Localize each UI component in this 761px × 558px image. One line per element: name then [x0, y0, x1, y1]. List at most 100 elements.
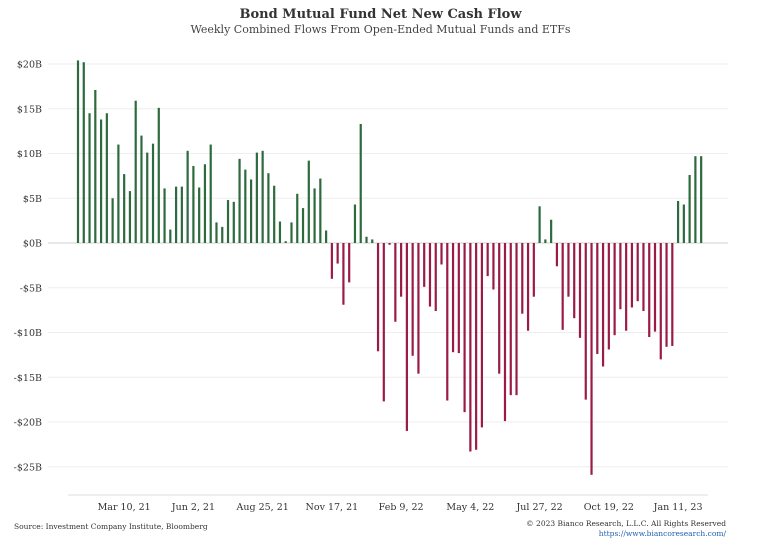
bar — [676, 200, 680, 243]
bar — [411, 243, 414, 356]
bar — [319, 178, 322, 243]
bar — [105, 113, 108, 243]
bar — [688, 174, 691, 243]
bar — [596, 243, 599, 354]
x-tick-label: May 4, 22 — [446, 502, 494, 513]
bar — [198, 187, 201, 243]
y-tick-label: $0B — [23, 239, 42, 250]
bar — [446, 243, 449, 401]
y-tick-label: -$25B — [14, 462, 42, 473]
bar — [278, 221, 282, 243]
bar — [665, 243, 668, 347]
bar — [671, 243, 674, 346]
y-tick-label: -$10B — [14, 328, 42, 339]
bar — [330, 243, 333, 279]
bar — [128, 191, 132, 243]
bar — [636, 243, 639, 302]
website-link[interactable]: https://www.biancoresearch.com/ — [598, 529, 726, 538]
bar — [457, 243, 460, 354]
bar-series — [76, 60, 703, 475]
bar — [88, 113, 91, 243]
bar — [348, 243, 351, 283]
bar — [515, 243, 518, 396]
bar — [134, 100, 137, 243]
bar — [359, 123, 362, 243]
bar — [82, 62, 85, 244]
y-tick-label: $5B — [23, 194, 42, 205]
bar — [111, 198, 114, 243]
bar — [232, 201, 235, 243]
bar — [555, 243, 559, 267]
bar — [301, 208, 305, 243]
y-tick-label: $20B — [17, 60, 42, 71]
x-tick-label: Jul 27, 22 — [515, 502, 562, 513]
x-tick-label: Feb 9, 22 — [379, 502, 424, 513]
bar — [567, 243, 570, 297]
bar — [590, 243, 593, 475]
bar — [169, 229, 172, 243]
bar — [532, 243, 535, 297]
bar — [140, 135, 143, 243]
bar — [221, 226, 224, 243]
bar — [573, 243, 576, 319]
bar — [180, 186, 183, 243]
bar — [619, 243, 622, 310]
bar — [492, 243, 495, 290]
chart-title: Bond Mutual Fund Net New Cash Flow — [239, 7, 522, 22]
bar — [76, 60, 80, 243]
y-tick-label: -$20B — [14, 418, 42, 429]
y-tick-label: $15B — [17, 104, 42, 115]
bar — [94, 89, 97, 244]
bar — [186, 150, 189, 243]
bar — [469, 243, 472, 452]
bar — [642, 243, 645, 312]
bar — [405, 243, 408, 431]
bar — [388, 243, 391, 245]
bar — [151, 143, 155, 243]
bar — [273, 185, 276, 243]
bar — [394, 243, 397, 322]
chart-subtitle: Weekly Combined Flows From Open-Ended Mu… — [190, 23, 571, 36]
bar — [203, 164, 207, 243]
x-tick-label: Oct 19, 22 — [584, 502, 634, 513]
bar — [284, 241, 287, 243]
y-tick-label: -$5B — [20, 283, 42, 294]
bar — [521, 243, 524, 314]
bar — [423, 243, 426, 287]
bar — [192, 166, 195, 243]
bar — [123, 174, 126, 243]
copyright-block: © 2023 Bianco Research, L.L.C. All Right… — [526, 519, 726, 539]
bar — [307, 160, 310, 243]
bar — [290, 222, 293, 243]
x-tick-label: Jun 2, 21 — [171, 502, 215, 513]
bar — [475, 243, 478, 450]
bar — [653, 243, 657, 332]
bar — [648, 243, 651, 337]
bar — [238, 158, 241, 243]
bar — [261, 150, 264, 243]
bar — [659, 243, 662, 360]
bar — [463, 243, 466, 413]
bar — [209, 144, 212, 243]
x-tick-label: Aug 25, 21 — [235, 502, 288, 513]
bar — [428, 243, 432, 307]
bar — [313, 188, 316, 243]
bar — [700, 156, 703, 243]
y-tick-label: $10B — [17, 149, 42, 160]
bar — [226, 200, 230, 243]
bar — [561, 243, 564, 330]
bar — [480, 243, 483, 428]
bar — [625, 243, 628, 331]
bar — [486, 243, 489, 277]
x-tick-label: Jan 11, 23 — [653, 502, 703, 513]
bar — [336, 243, 339, 264]
bar — [215, 222, 218, 243]
bar — [376, 243, 380, 352]
x-tick-label: Nov 17, 21 — [306, 502, 359, 513]
bar — [267, 173, 270, 243]
y-tick-label: -$15B — [14, 373, 42, 384]
bar — [440, 243, 443, 265]
bar — [434, 243, 437, 312]
bar — [99, 119, 103, 243]
